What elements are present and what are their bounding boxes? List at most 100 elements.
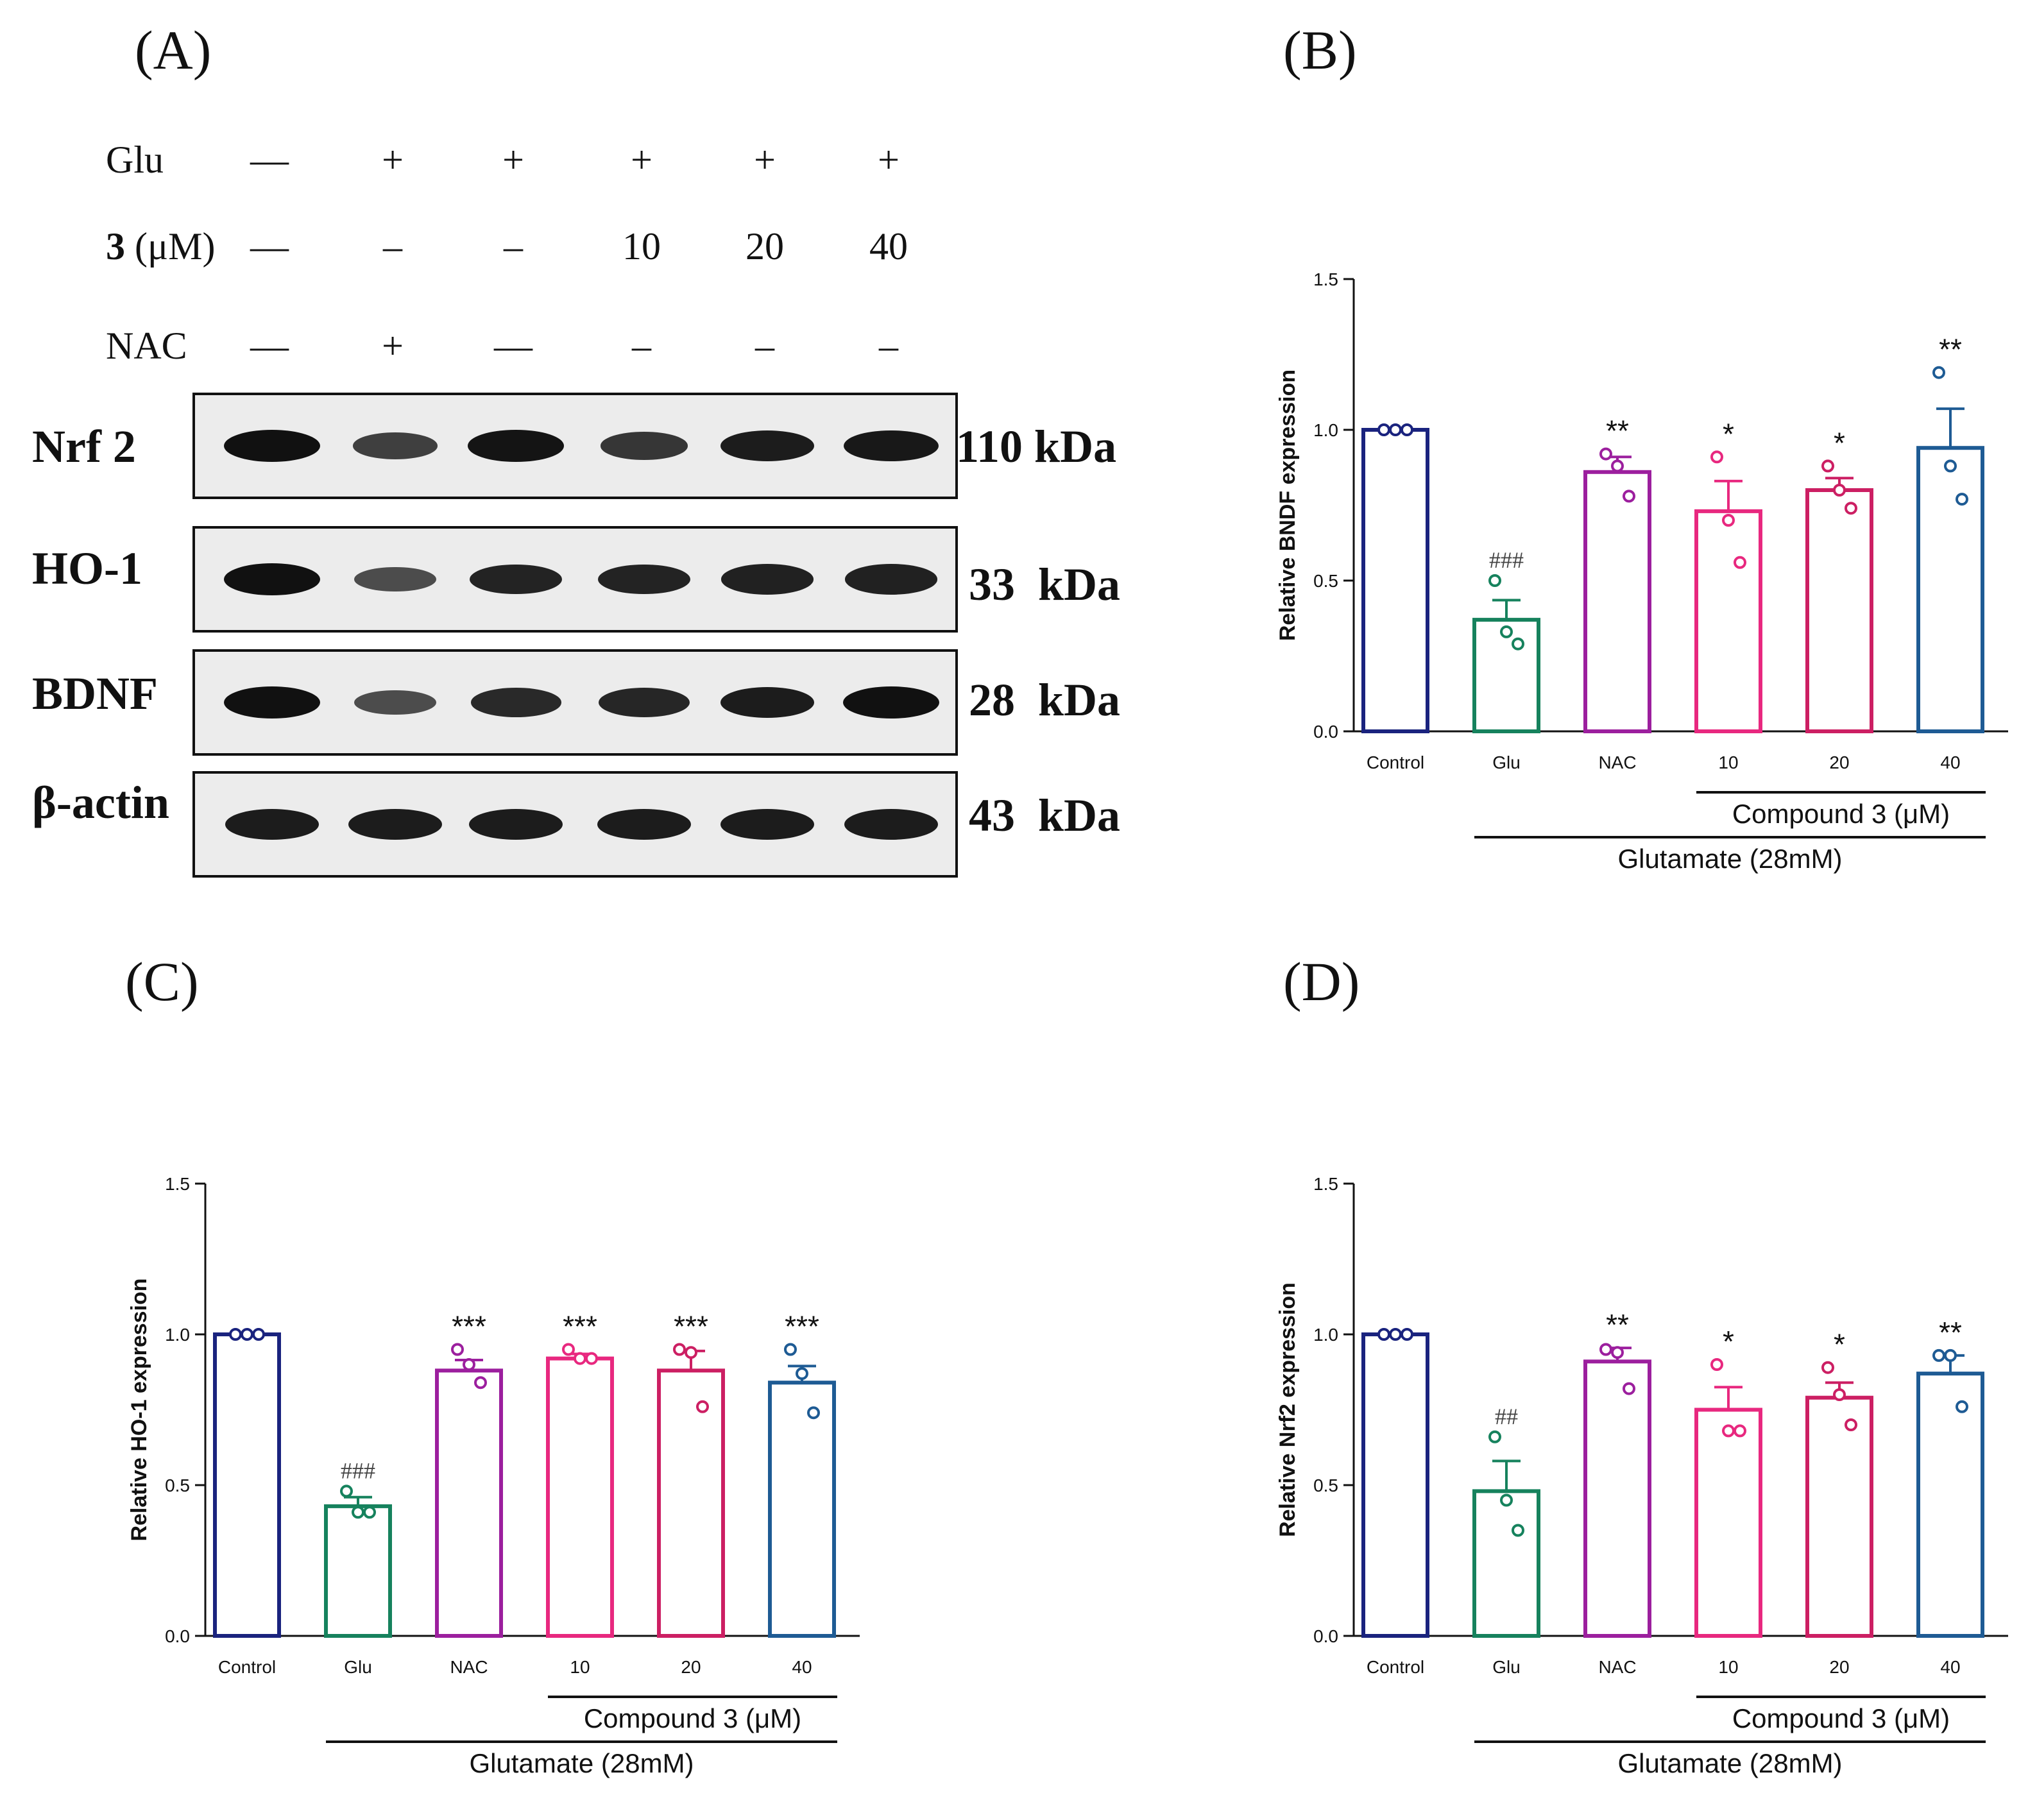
x-tick-label: 10	[570, 1657, 590, 1677]
protein-band	[224, 563, 320, 595]
data-point	[1944, 1348, 1957, 1362]
data-point	[1488, 1430, 1501, 1443]
protein-label: Nrf 2	[32, 421, 136, 472]
bar-20	[1805, 1395, 1873, 1638]
x-tick-label: Glu	[344, 1657, 372, 1677]
data-point	[1833, 484, 1846, 497]
data-point	[1710, 1358, 1723, 1371]
data-point	[451, 1343, 464, 1356]
bar-control	[1361, 428, 1429, 733]
data-point	[1611, 459, 1624, 473]
data-point	[696, 1400, 709, 1413]
y-tick-label: 0.0	[165, 1626, 190, 1646]
data-point	[1734, 556, 1746, 569]
bar-40	[768, 1381, 836, 1638]
treatment-cell: –	[504, 225, 523, 268]
y-tick-label: 1.5	[165, 1174, 190, 1194]
nrf2-bar-chart: 0.0 0.5 1.0 1.5 Relative Nrf2 expression Cont…	[1275, 1174, 2008, 1778]
protein-band	[469, 809, 563, 840]
x-tick-label: Control	[1367, 753, 1424, 772]
data-point	[1512, 1524, 1524, 1537]
bar-20	[1805, 488, 1873, 733]
y-axis-title: Relative BNDF expression	[1275, 370, 1300, 641]
treatment-cell: –	[383, 225, 402, 268]
blot-strip	[192, 649, 958, 756]
glutamate-bracket-label: Glutamate (28mM)	[1617, 844, 1842, 874]
protein-band	[354, 690, 436, 715]
treatment-label-bold: 3	[106, 225, 125, 268]
bar-10	[1694, 1408, 1762, 1638]
protein-band	[844, 809, 938, 840]
data-point	[585, 1352, 598, 1365]
data-point	[673, 1343, 686, 1356]
y-axis-title: Relative HO-1 expression	[127, 1278, 151, 1541]
treatment-label: NAC	[106, 325, 187, 367]
y-tick-label: 1.0	[165, 1325, 190, 1345]
significance-marker: *	[1834, 1328, 1845, 1361]
treatment-cell: —	[494, 325, 533, 367]
protein-band	[598, 564, 690, 595]
x-tick-label: Glu	[1492, 1657, 1521, 1677]
treatment-cell: +	[382, 139, 404, 181]
molecular-weight-label: 43 kDa	[969, 790, 1121, 841]
data-point	[474, 1376, 487, 1390]
data-point	[1488, 574, 1501, 587]
protein-band	[843, 686, 939, 719]
protein-band	[720, 564, 814, 595]
data-point	[1845, 1418, 1857, 1431]
data-point	[574, 1352, 586, 1365]
treatment-cell: +	[502, 139, 524, 181]
y-tick-label: 0.0	[1313, 722, 1338, 742]
significance-marker: ##	[1495, 1404, 1518, 1429]
molecular-weight-label: 33 kDa	[969, 559, 1121, 610]
data-point	[1623, 489, 1635, 503]
blot-strip	[192, 393, 958, 499]
bar-control	[1361, 1332, 1429, 1638]
data-point	[685, 1346, 697, 1359]
protein-band	[225, 809, 319, 840]
compound-bracket-label: Compound 3 (μM)	[1732, 1703, 1950, 1733]
protein-band	[352, 432, 438, 459]
treatment-cell: +	[754, 139, 776, 181]
y-axis-title: Relative Nrf2 expression	[1275, 1282, 1300, 1537]
blot-strip	[192, 771, 958, 878]
data-point	[1623, 1382, 1635, 1395]
significance-marker: ###	[341, 1458, 375, 1483]
bar-nac	[1583, 1359, 1651, 1638]
y-tick-label: 0.5	[1313, 571, 1338, 591]
y-tick-label: 1.0	[1313, 1325, 1338, 1345]
glutamate-bracket-label: Glutamate (28mM)	[1617, 1748, 1842, 1778]
data-point	[1710, 450, 1723, 464]
x-tick-label: 20	[681, 1657, 701, 1677]
x-tick-label: NAC	[1598, 1657, 1636, 1677]
data-point	[1500, 1493, 1513, 1507]
panel-label-a: (A)	[135, 19, 212, 81]
protein-band	[597, 809, 691, 840]
significance-marker: **	[1606, 414, 1629, 448]
data-point	[1956, 1400, 1968, 1413]
x-tick-label: 20	[1829, 753, 1849, 772]
x-tick-label: NAC	[450, 1657, 488, 1677]
bar-nac	[435, 1368, 503, 1638]
x-tick-label: 40	[792, 1657, 812, 1677]
data-point	[1401, 423, 1413, 436]
treatment-cell: +	[631, 139, 652, 181]
x-tick-label: 10	[1718, 753, 1738, 772]
data-point	[1821, 1361, 1834, 1374]
y-tick-label: 1.5	[1313, 1174, 1338, 1194]
data-point	[1821, 459, 1834, 473]
protein-label: β-actin	[32, 777, 169, 828]
protein-band	[720, 430, 814, 461]
data-point	[784, 1343, 797, 1356]
protein-band	[354, 566, 436, 592]
x-tick-label: 20	[1829, 1657, 1849, 1677]
protein-band	[470, 564, 562, 595]
bar-40	[1916, 1372, 1984, 1638]
treatment-label-text: (μM)	[125, 225, 216, 268]
protein-band	[470, 688, 561, 717]
glutamate-bracket-label: Glutamate (28mM)	[469, 1748, 694, 1778]
x-tick-label: Glu	[1492, 753, 1521, 772]
data-point	[1932, 366, 1945, 379]
data-point	[1833, 1388, 1846, 1401]
data-point	[352, 1506, 364, 1519]
